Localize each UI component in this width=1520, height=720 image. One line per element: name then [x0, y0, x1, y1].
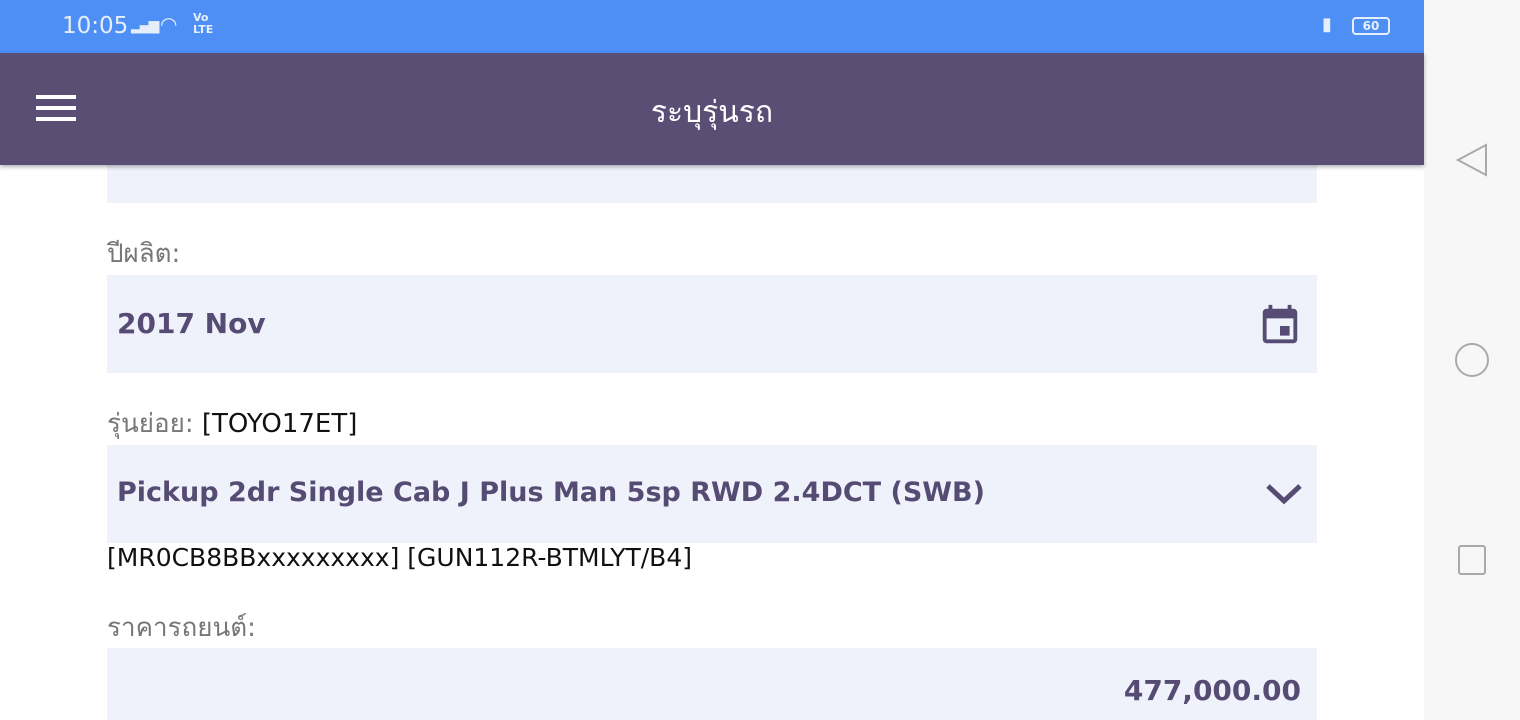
calendar-icon[interactable] — [1257, 303, 1303, 349]
home-icon[interactable] — [1454, 342, 1490, 378]
message-icon: ▮ — [1322, 14, 1332, 35]
status-bar: 10:05 ▂▄▆ ◠ Vo LTE ▮ 60 — [0, 0, 1424, 53]
submodel-code: [TOYO17ET] — [201, 409, 358, 439]
year-picker[interactable]: 2017 Nov — [107, 275, 1317, 373]
back-icon[interactable] — [1454, 142, 1490, 178]
wifi-icon: ◠ — [160, 12, 178, 36]
price-label: ราคารถยนต์: — [107, 613, 256, 643]
menu-icon[interactable] — [36, 95, 76, 123]
battery-icon: 60 — [1352, 17, 1390, 35]
submodel-label-text: รุ่นย่อย: — [107, 409, 194, 439]
page-title: ระบุรุ่นรถ — [650, 95, 774, 130]
submodel-dropdown[interactable]: Pickup 2dr Single Cab J Plus Man 5sp RWD… — [107, 445, 1317, 543]
form: ปีผลิต: 2017 Nov รุ่นย่อย: [TOYO17ET] Pi… — [107, 145, 1317, 720]
submodel-label: รุ่นย่อย: [TOYO17ET] — [107, 403, 1317, 444]
navigation-bar — [1424, 0, 1520, 720]
signal-icon: ▂▄▆ — [131, 18, 159, 34]
volte-icon: Vo LTE — [193, 11, 214, 36]
app-bar: ระบุรุ่นรถ — [0, 53, 1424, 165]
price-value: 477,000.00 — [1123, 674, 1301, 707]
year-value: 2017 Nov — [117, 307, 266, 340]
chevron-down-icon[interactable] — [1265, 480, 1303, 508]
recents-icon[interactable] — [1454, 542, 1490, 578]
year-label: ปีผลิต: — [107, 239, 181, 269]
price-field[interactable]: 477,000.00 — [107, 648, 1317, 720]
submodel-value: Pickup 2dr Single Cab J Plus Man 5sp RWD… — [117, 477, 985, 508]
clock: 10:05 — [62, 13, 129, 39]
vin-info: [MR0CB8BBxxxxxxxxx] [GUN112R-BTMLYT/B4] — [107, 543, 692, 572]
